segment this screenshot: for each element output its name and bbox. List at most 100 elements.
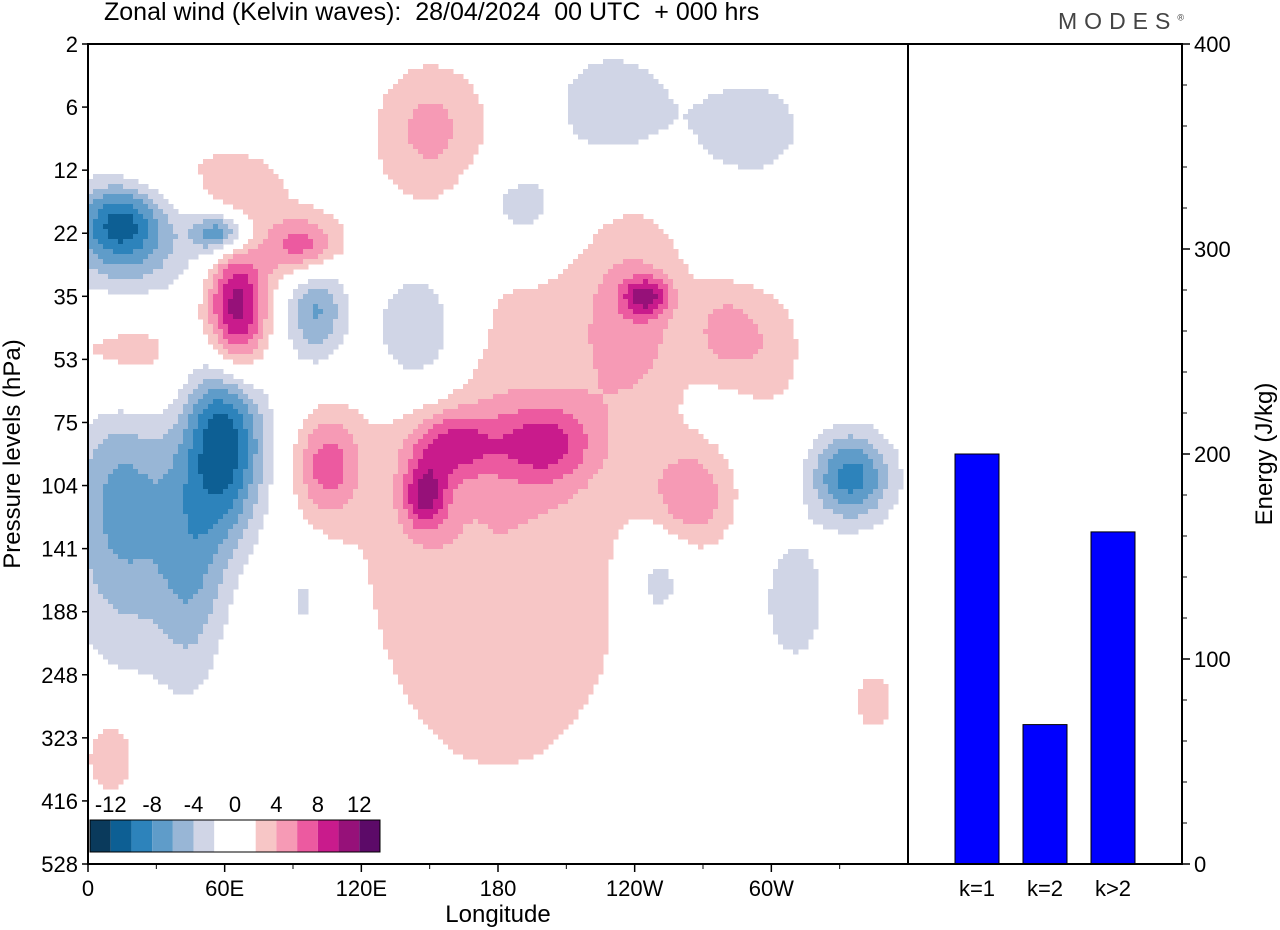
heatmap-cell xyxy=(398,154,404,160)
heatmap-cell xyxy=(393,319,399,325)
heatmap-cell xyxy=(93,244,99,250)
heatmap-cell xyxy=(178,424,184,430)
heatmap-cell xyxy=(173,259,179,265)
heatmap-cell xyxy=(628,409,634,415)
heatmap-cell xyxy=(628,304,634,310)
heatmap-cell xyxy=(418,164,424,170)
heatmap-cell xyxy=(378,109,384,115)
heatmap-cell xyxy=(588,379,594,385)
heatmap-cell xyxy=(603,379,609,385)
heatmap-cell xyxy=(173,419,179,425)
heatmap-cell xyxy=(118,184,124,190)
heatmap-cell xyxy=(598,249,604,255)
heatmap-cell xyxy=(118,179,124,185)
heatmap-cell xyxy=(433,184,439,190)
heatmap-cell xyxy=(598,244,604,250)
heatmap-cell xyxy=(248,184,254,190)
heatmap-cell xyxy=(218,404,224,410)
heatmap-cell xyxy=(193,239,199,245)
heatmap-cell xyxy=(173,249,179,255)
heatmap-cell xyxy=(668,119,674,125)
heatmap-cell xyxy=(728,349,734,355)
heatmap-cell xyxy=(148,419,154,425)
heatmap-cell xyxy=(698,289,704,295)
heatmap-cell xyxy=(653,404,659,410)
heatmap-cell xyxy=(408,74,414,80)
heatmap-cell xyxy=(468,394,474,400)
heatmap-cell xyxy=(778,309,784,315)
heatmap-cell xyxy=(673,369,679,375)
heatmap-cell xyxy=(168,229,174,235)
heatmap-cell xyxy=(708,364,714,370)
heatmap-cell xyxy=(398,319,404,325)
heatmap-cell xyxy=(473,149,479,155)
heatmap-cell xyxy=(233,394,239,400)
heatmap-cell xyxy=(518,394,524,400)
heatmap-cell xyxy=(578,309,584,315)
heatmap-cell xyxy=(443,139,449,145)
heatmap-cell xyxy=(593,69,599,75)
heatmap-cell xyxy=(573,104,579,110)
heatmap-cell xyxy=(578,359,584,365)
heatmap-cell xyxy=(178,404,184,410)
heatmap-cell xyxy=(298,249,304,255)
heatmap-cell xyxy=(783,319,789,325)
heatmap-cell xyxy=(128,189,134,195)
heatmap-cell xyxy=(488,379,494,385)
heatmap-cell xyxy=(458,134,464,140)
heatmap-cell xyxy=(413,174,419,180)
heatmap-cell xyxy=(648,424,654,430)
heatmap-cell xyxy=(693,124,699,130)
heatmap-cell xyxy=(513,429,519,435)
heatmap-cell xyxy=(738,124,744,130)
heatmap-cell xyxy=(753,289,759,295)
heatmap-cell xyxy=(683,314,689,320)
heatmap-cell xyxy=(423,194,429,200)
heatmap-cell xyxy=(673,354,679,360)
heatmap-cell xyxy=(223,379,229,385)
heatmap-cell xyxy=(758,119,764,125)
heatmap-cell xyxy=(608,104,614,110)
heatmap-cell xyxy=(603,349,609,355)
heatmap-cell xyxy=(248,409,254,415)
heatmap-cell xyxy=(628,354,634,360)
heatmap-cell xyxy=(723,354,729,360)
heatmap-cell xyxy=(623,349,629,355)
heatmap-cell xyxy=(548,324,554,330)
heatmap-cell xyxy=(248,214,254,220)
heatmap-cell xyxy=(473,414,479,420)
heatmap-cell xyxy=(153,244,159,250)
heatmap-cell xyxy=(718,329,724,335)
heatmap-cell xyxy=(613,99,619,105)
heatmap-cell xyxy=(663,264,669,270)
heatmap-cell xyxy=(573,364,579,370)
heatmap-cell xyxy=(103,174,109,180)
heatmap-cell xyxy=(658,314,664,320)
heatmap-cell xyxy=(558,299,564,305)
heatmap-cell xyxy=(253,244,259,250)
heatmap-cell xyxy=(738,364,744,370)
heatmap-cell xyxy=(593,369,599,375)
heatmap-cell xyxy=(263,264,269,270)
heatmap-cell xyxy=(128,179,134,185)
heatmap-cell xyxy=(533,289,539,295)
heatmap-cell xyxy=(773,349,779,355)
heatmap-cell xyxy=(618,324,624,330)
heatmap-cell xyxy=(423,189,429,195)
heatmap-cell xyxy=(683,354,689,360)
heatmap-cell xyxy=(488,384,494,390)
heatmap-cell xyxy=(108,239,114,245)
heatmap-cell xyxy=(258,409,264,415)
heatmap-cell xyxy=(593,234,599,240)
heatmap-cell xyxy=(513,399,519,405)
heatmap-cell xyxy=(698,354,704,360)
heatmap-cell xyxy=(568,374,574,380)
heatmap-cell xyxy=(433,144,439,150)
heatmap-cell xyxy=(108,344,114,350)
heatmap-cell xyxy=(228,184,234,190)
heatmap-cell xyxy=(413,414,419,420)
heatmap-cell xyxy=(398,324,404,330)
heatmap-cell xyxy=(728,279,734,285)
heatmap-cell xyxy=(118,189,124,195)
heatmap-cell xyxy=(628,214,634,220)
